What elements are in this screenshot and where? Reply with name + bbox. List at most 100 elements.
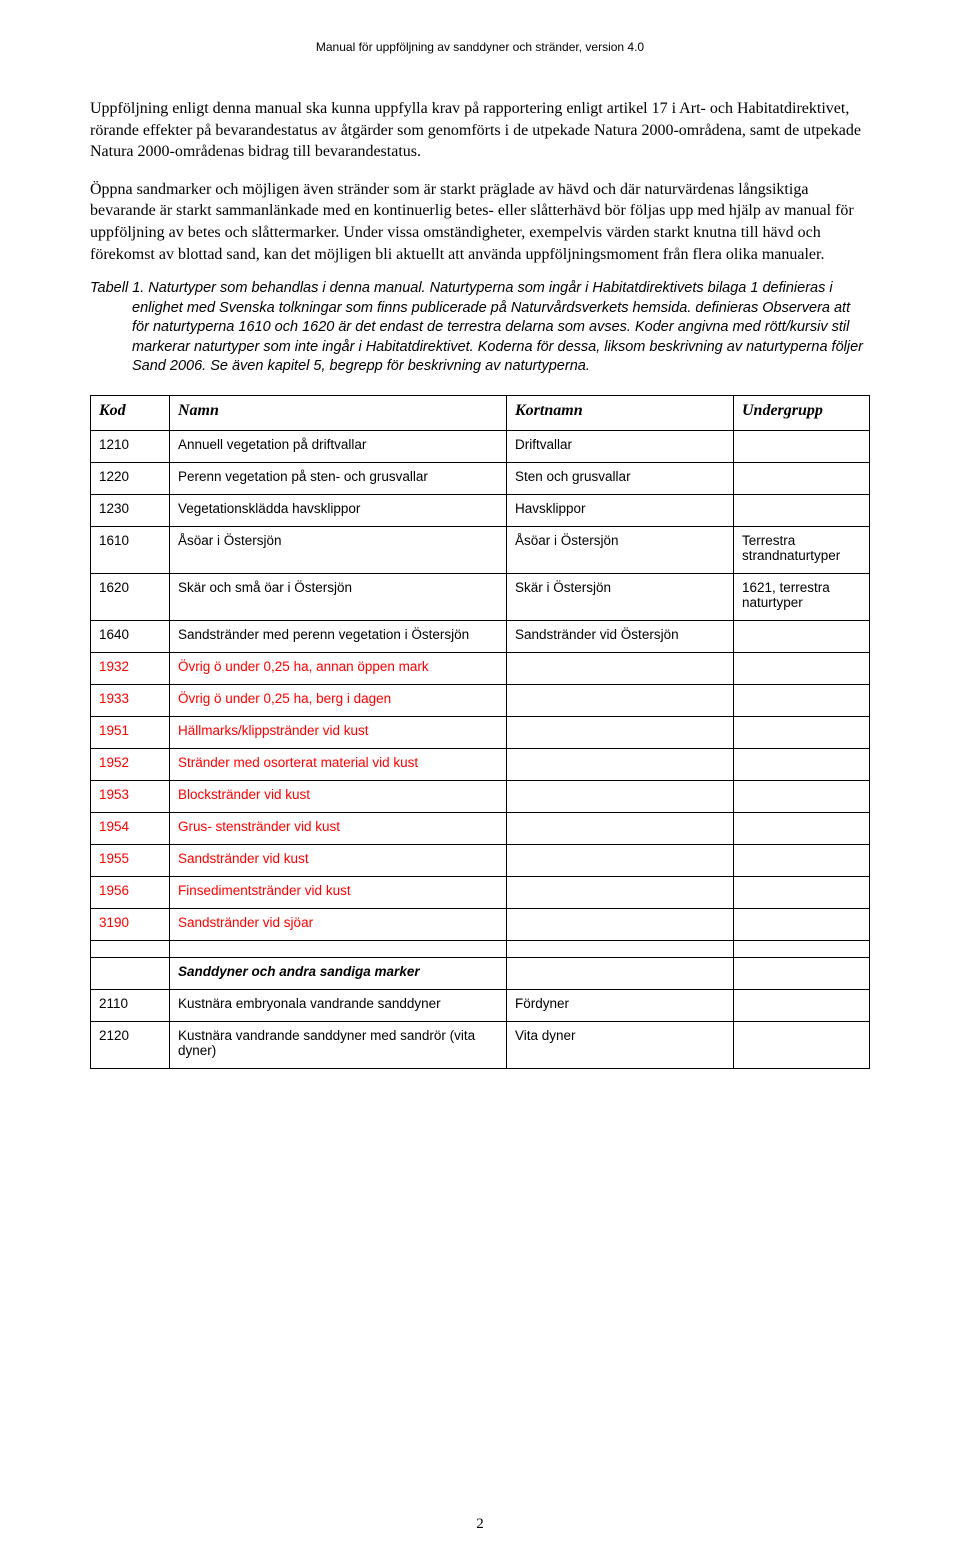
- table-row: 2120Kustnära vandrande sanddyner med san…: [91, 1021, 870, 1068]
- cell-kort: Skär i Östersjön: [507, 573, 734, 620]
- cell-kod: 1620: [91, 573, 170, 620]
- cell-namn: Annuell vegetation på driftvallar: [170, 430, 507, 462]
- table-row: 1932Övrig ö under 0,25 ha, annan öppen m…: [91, 652, 870, 684]
- cell-kod: 1932: [91, 652, 170, 684]
- table-row: 1951Hällmarks/klippstränder vid kust: [91, 716, 870, 748]
- table-row: 1210Annuell vegetation på driftvallarDri…: [91, 430, 870, 462]
- cell-kod: 3190: [91, 908, 170, 940]
- cell-kod: 1220: [91, 462, 170, 494]
- cell-kod: 1933: [91, 684, 170, 716]
- cell-namn: Sandstränder vid sjöar: [170, 908, 507, 940]
- table-row: 1952Stränder med osorterat material vid …: [91, 748, 870, 780]
- cell-under: Terrestra strandnaturtyper: [734, 526, 870, 573]
- table-row: 1610Åsöar i ÖstersjönÅsöar i ÖstersjönTe…: [91, 526, 870, 573]
- cell-under: [734, 989, 870, 1021]
- cell-kort: Sandstränder vid Östersjön: [507, 620, 734, 652]
- cell-namn: Kustnära embryonala vandrande sanddyner: [170, 989, 507, 1021]
- cell-kod: 1951: [91, 716, 170, 748]
- section-label: Sanddyner och andra sandiga marker: [170, 957, 507, 989]
- cell-under: [734, 684, 870, 716]
- cell-under: [734, 620, 870, 652]
- cell-namn: Blockstränder vid kust: [170, 780, 507, 812]
- cell-kort: [507, 748, 734, 780]
- running-header: Manual för uppföljning av sanddyner och …: [90, 40, 870, 54]
- cell-kod: 1230: [91, 494, 170, 526]
- cell-under: [734, 748, 870, 780]
- table-blank-row: [91, 940, 870, 957]
- cell-kod: 1210: [91, 430, 170, 462]
- th-kortnamn: Kortnamn: [507, 395, 734, 430]
- cell-namn: Hällmarks/klippstränder vid kust: [170, 716, 507, 748]
- table-section-row: Sanddyner och andra sandiga marker: [91, 957, 870, 989]
- cell-under: 1621, terrestra naturtyper: [734, 573, 870, 620]
- th-namn: Namn: [170, 395, 507, 430]
- cell-namn: Sandstränder vid kust: [170, 844, 507, 876]
- table-row: 3190Sandstränder vid sjöar: [91, 908, 870, 940]
- cell-kort: Fördyner: [507, 989, 734, 1021]
- table-caption: Tabell 1. Naturtyper som behandlas i den…: [90, 279, 870, 377]
- cell-kod: 1955: [91, 844, 170, 876]
- cell-kort: [507, 812, 734, 844]
- cell-kod: 1952: [91, 748, 170, 780]
- cell-kort: [507, 684, 734, 716]
- cell-namn: Kustnära vandrande sanddyner med sandrör…: [170, 1021, 507, 1068]
- table-row: 1955Sandstränder vid kust: [91, 844, 870, 876]
- table-row: 1230Vegetationsklädda havsklipporHavskli…: [91, 494, 870, 526]
- table-header-row: Kod Namn Kortnamn Undergrupp: [91, 395, 870, 430]
- cell-kod: 2110: [91, 989, 170, 1021]
- cell-namn: Åsöar i Östersjön: [170, 526, 507, 573]
- th-kod: Kod: [91, 395, 170, 430]
- th-undergrupp: Undergrupp: [734, 395, 870, 430]
- cell-namn: Perenn vegetation på sten- och grusvalla…: [170, 462, 507, 494]
- cell-kort: [507, 844, 734, 876]
- page: Manual för uppföljning av sanddyner och …: [0, 0, 960, 1557]
- cell-kod: 1640: [91, 620, 170, 652]
- cell-namn: Skär och små öar i Östersjön: [170, 573, 507, 620]
- cell-kort: Havsklippor: [507, 494, 734, 526]
- cell-kod: 1610: [91, 526, 170, 573]
- table-row: 1640Sandstränder med perenn vegetation i…: [91, 620, 870, 652]
- table-row: 2110Kustnära embryonala vandrande sanddy…: [91, 989, 870, 1021]
- table-row: 1954Grus- stenstränder vid kust: [91, 812, 870, 844]
- naturtyper-table: Kod Namn Kortnamn Undergrupp 1210Annuell…: [90, 395, 870, 1069]
- table-row: 1220Perenn vegetation på sten- och grusv…: [91, 462, 870, 494]
- cell-under: [734, 716, 870, 748]
- cell-namn: Sandstränder med perenn vegetation i Öst…: [170, 620, 507, 652]
- cell-kod: 1954: [91, 812, 170, 844]
- cell-under: [734, 1021, 870, 1068]
- cell-kort: [507, 652, 734, 684]
- cell-namn: Finsedimentstränder vid kust: [170, 876, 507, 908]
- table-row: 1956Finsedimentstränder vid kust: [91, 876, 870, 908]
- cell-kod: 2120: [91, 1021, 170, 1068]
- cell-under: [734, 908, 870, 940]
- cell-under: [734, 652, 870, 684]
- cell-kod: 1953: [91, 780, 170, 812]
- page-number: 2: [0, 1516, 960, 1533]
- cell-under: [734, 462, 870, 494]
- cell-kort: [507, 876, 734, 908]
- cell-namn: Övrig ö under 0,25 ha, annan öppen mark: [170, 652, 507, 684]
- cell-kort: [507, 780, 734, 812]
- cell-kort: Åsöar i Östersjön: [507, 526, 734, 573]
- cell-kort: Driftvallar: [507, 430, 734, 462]
- cell-namn: Stränder med osorterat material vid kust: [170, 748, 507, 780]
- cell-kod: 1956: [91, 876, 170, 908]
- paragraph-1: Uppföljning enligt denna manual ska kunn…: [90, 98, 870, 163]
- cell-kort: [507, 908, 734, 940]
- cell-kort: [507, 716, 734, 748]
- cell-kort: Vita dyner: [507, 1021, 734, 1068]
- cell-under: [734, 812, 870, 844]
- cell-namn: Grus- stenstränder vid kust: [170, 812, 507, 844]
- cell-under: [734, 876, 870, 908]
- cell-kort: Sten och grusvallar: [507, 462, 734, 494]
- cell-under: [734, 844, 870, 876]
- table-row: 1620Skär och små öar i ÖstersjönSkär i Ö…: [91, 573, 870, 620]
- cell-under: [734, 780, 870, 812]
- table-row: 1953Blockstränder vid kust: [91, 780, 870, 812]
- paragraph-2: Öppna sandmarker och möjligen även strän…: [90, 179, 870, 265]
- cell-under: [734, 430, 870, 462]
- cell-namn: Vegetationsklädda havsklippor: [170, 494, 507, 526]
- table-row: 1933Övrig ö under 0,25 ha, berg i dagen: [91, 684, 870, 716]
- cell-namn: Övrig ö under 0,25 ha, berg i dagen: [170, 684, 507, 716]
- cell-under: [734, 494, 870, 526]
